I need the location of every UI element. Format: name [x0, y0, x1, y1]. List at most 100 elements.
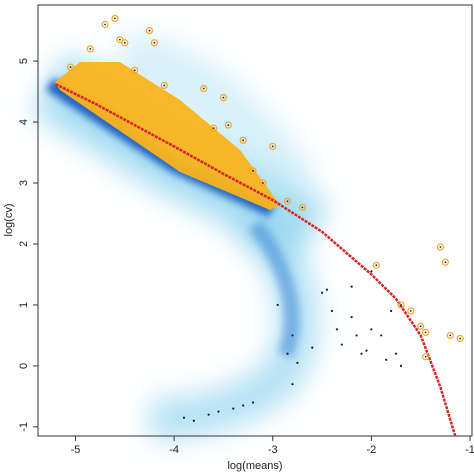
highlight-center: [222, 96, 225, 99]
y-tick-label: 1: [18, 302, 30, 308]
y-axis-label: log(cv): [3, 203, 15, 236]
highlight-center: [153, 41, 156, 44]
y-tick-label: 4: [18, 119, 30, 125]
highlight-point: [372, 261, 380, 269]
highlight-point: [150, 39, 158, 47]
point: [192, 419, 195, 422]
point: [182, 416, 186, 419]
y-tick-label: 2: [18, 241, 30, 247]
y-tick-label: -1: [18, 422, 30, 432]
y-tick-label: 0: [18, 363, 30, 369]
x-tick-label: -2: [367, 444, 377, 456]
highlight-center: [148, 29, 151, 32]
highlight-center: [163, 84, 166, 87]
point: [394, 352, 398, 355]
highlight-center: [271, 145, 274, 148]
point: [251, 401, 255, 404]
highlight-point: [422, 328, 430, 336]
point: [399, 364, 403, 367]
point: [296, 361, 299, 364]
highlight-point: [259, 179, 267, 187]
highlight-point: [200, 84, 208, 93]
point: [355, 334, 358, 337]
point: [311, 346, 314, 349]
highlight-point: [116, 36, 124, 44]
highlight-center: [419, 325, 422, 328]
highlight-center: [449, 334, 452, 337]
point: [360, 352, 363, 355]
highlight-center: [261, 182, 264, 184]
x-axis-label: log(means): [227, 460, 282, 472]
highlight-center: [444, 261, 447, 264]
highlight-point: [101, 20, 109, 29]
point: [325, 288, 329, 291]
point: [390, 309, 393, 313]
highlight-center: [212, 127, 215, 130]
highlight-center: [114, 17, 116, 20]
highlight-center: [375, 264, 378, 267]
point: [330, 309, 334, 313]
fit-curve: [55, 83, 457, 437]
point: [370, 328, 373, 331]
x-tick-label: -1: [465, 444, 474, 456]
highlight-point: [456, 334, 464, 343]
highlight-point: [121, 39, 129, 47]
highlight-point: [298, 203, 306, 211]
point: [242, 404, 245, 407]
highlight-center: [89, 47, 92, 50]
highlight-point: [446, 331, 454, 340]
x-tick-label: -5: [71, 444, 81, 456]
highlight-center: [252, 169, 254, 172]
point: [350, 285, 353, 288]
point: [320, 291, 324, 294]
highlight-center: [424, 355, 427, 358]
point: [350, 316, 353, 319]
x-tick-label: -3: [268, 444, 278, 456]
highlight-center: [242, 139, 245, 142]
point: [291, 383, 294, 386]
highlight-point: [417, 322, 425, 330]
highlight-center: [439, 246, 442, 248]
point: [286, 352, 289, 355]
highlight-center: [123, 41, 126, 44]
highlight-point: [86, 45, 94, 53]
highlight-point: [397, 301, 405, 309]
highlight-point: [209, 124, 218, 132]
highlight-point: [219, 94, 228, 102]
highlight-center: [301, 206, 304, 209]
highlight-point: [436, 243, 445, 251]
point: [217, 410, 220, 413]
point: [232, 407, 235, 410]
highlight-center: [459, 337, 462, 340]
highlight-point: [441, 258, 449, 266]
y-tick-label: 3: [18, 180, 30, 186]
highlight-center: [202, 87, 205, 90]
highlight-center: [424, 331, 427, 334]
highlight-point: [111, 14, 119, 23]
highlight-point: [160, 81, 168, 90]
point: [335, 328, 338, 331]
highlight-center: [133, 69, 136, 72]
point: [291, 334, 294, 337]
highlight-center: [69, 66, 72, 69]
x-tick-label: -4: [169, 444, 179, 456]
highlight-point: [249, 167, 257, 175]
highlight-center: [104, 23, 106, 26]
highlight-point: [422, 353, 430, 361]
point: [276, 303, 279, 307]
highlight-point: [407, 307, 415, 315]
highlight-center: [409, 310, 412, 312]
highlight-point: [239, 136, 247, 144]
point: [207, 413, 210, 416]
highlight-point: [269, 142, 277, 151]
y-tick-label: 5: [18, 58, 30, 64]
point: [380, 334, 383, 337]
highlight-point: [224, 121, 232, 129]
point: [340, 343, 343, 346]
highlight-point: [131, 66, 139, 74]
highlight-center: [118, 38, 121, 41]
highlight-center: [400, 304, 402, 306]
highlight-center: [286, 200, 289, 203]
point: [365, 349, 368, 352]
